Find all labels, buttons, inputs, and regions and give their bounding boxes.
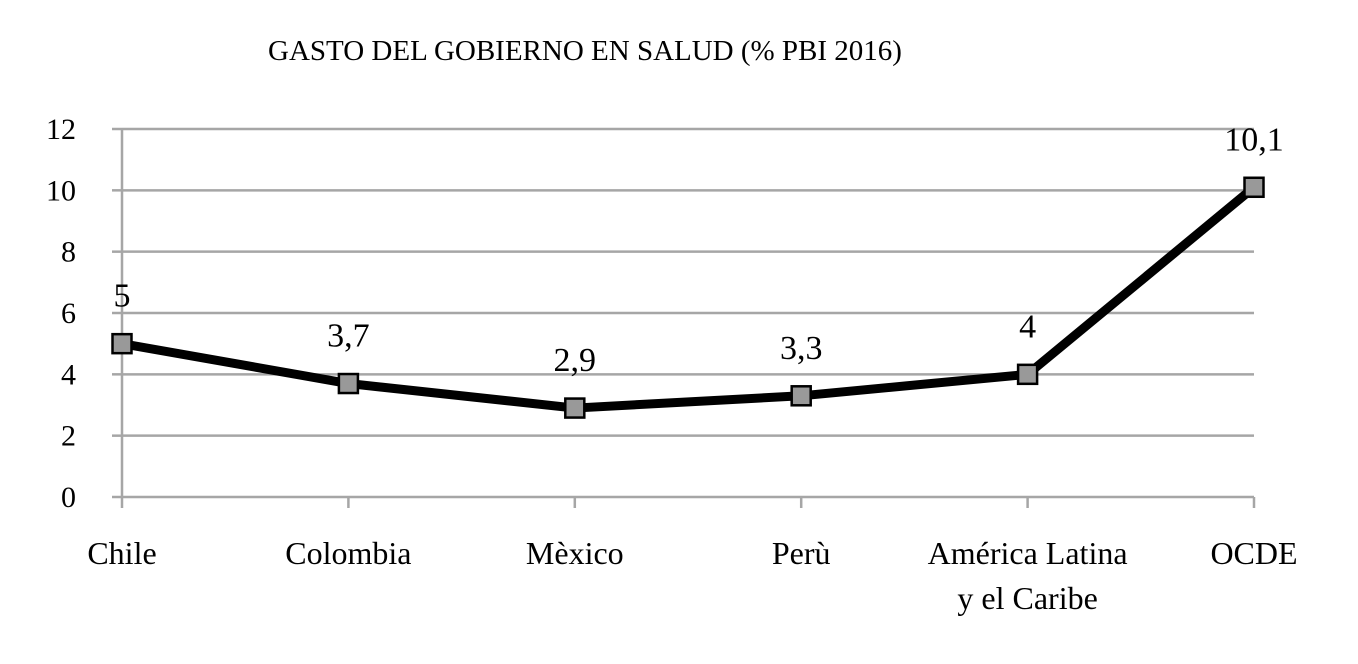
series-line bbox=[117, 182, 1259, 413]
y-tick-label: 10 bbox=[46, 174, 76, 207]
data-point-marker bbox=[337, 372, 360, 395]
y-tick-label: 8 bbox=[61, 236, 76, 269]
y-tick-label: 0 bbox=[61, 481, 76, 514]
x-tick-label: Mèxico bbox=[526, 535, 624, 571]
x-tick-label: Perù bbox=[772, 535, 831, 571]
data-label: 10,1 bbox=[1224, 121, 1284, 158]
markers bbox=[111, 176, 1265, 419]
y-tick-label: 4 bbox=[61, 358, 76, 391]
data-point-marker bbox=[111, 332, 133, 355]
x-tick-label: y el Caribe bbox=[957, 580, 1097, 616]
data-label: 3,3 bbox=[780, 330, 823, 367]
y-tick-label: 2 bbox=[61, 420, 76, 453]
y-tick-labels: 0 2 4 6 8 10 12 bbox=[46, 113, 76, 514]
series-line-group bbox=[117, 182, 1259, 413]
data-point-marker bbox=[1016, 363, 1039, 386]
x-tick-label: OCDE bbox=[1210, 535, 1297, 571]
data-labels: 5 3,7 2,9 3,3 4 10,1 bbox=[114, 121, 1284, 379]
axes bbox=[112, 127, 1256, 508]
x-tick-label: Chile bbox=[87, 535, 156, 571]
x-tick-label: América Latina bbox=[928, 535, 1128, 571]
y-tick-label: 6 bbox=[61, 297, 76, 330]
data-point-marker bbox=[564, 397, 586, 419]
data-label: 3,7 bbox=[327, 318, 370, 355]
x-tick-labels: Chile Colombia Mèxico Perù América Latina y e… bbox=[87, 535, 1297, 616]
data-label: 5 bbox=[114, 278, 131, 315]
data-label: 2,9 bbox=[554, 342, 597, 379]
data-point-marker bbox=[790, 385, 812, 407]
gridlines bbox=[122, 127, 1254, 437]
y-tick-label: 12 bbox=[46, 113, 76, 146]
data-point-marker bbox=[1243, 176, 1265, 199]
data-label: 4 bbox=[1019, 308, 1036, 345]
x-tick-label: Colombia bbox=[285, 535, 411, 571]
chart-title: GASTO DEL GOBIERNO EN SALUD (% PBI 2016) bbox=[268, 35, 902, 67]
